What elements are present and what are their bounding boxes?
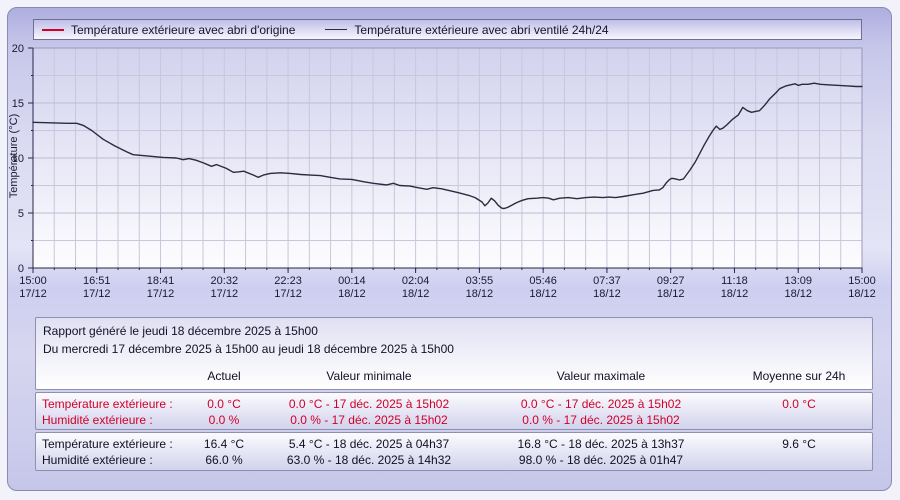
legend-label-abri-ventile: Température extérieure avec abri ventilé… xyxy=(354,22,609,37)
row-label: Humidité extérieure : xyxy=(42,453,153,467)
min-value: 0.0 % - 17 déc. 2025 à 15h02 xyxy=(290,413,448,427)
min-value: 5.4 °C - 18 déc. 2025 à 04h37 xyxy=(288,437,450,451)
red-line-sample-icon xyxy=(42,28,64,31)
avg-value: 9.6 °C xyxy=(782,437,816,451)
table-row: Humidité extérieure : 0.0 % 0.0 % - 17 d… xyxy=(36,412,872,428)
legend-label-abri-origine: Température extérieure avec abri d'origi… xyxy=(71,22,296,37)
col-header-valeur-minimale: Valeur minimale xyxy=(326,369,412,383)
legend-item-abri-origine: Température extérieure avec abri d'origi… xyxy=(42,23,295,37)
max-value: 0.0 % - 17 déc. 2025 à 15h02 xyxy=(522,413,680,427)
actuel-value: 16.4 °C xyxy=(203,437,245,451)
row-label: Température extérieure : xyxy=(42,397,173,411)
table-row: Température extérieure : 16.4 °C 5.4 °C … xyxy=(36,436,872,452)
row-label: Humidité extérieure : xyxy=(42,413,153,427)
legend-item-abri-ventile: Température extérieure avec abri ventilé… xyxy=(325,22,609,37)
col-header-valeur-maximale: Valeur maximale xyxy=(556,369,646,383)
col-header-moyenne: Moyenne sur 24h xyxy=(752,369,846,383)
report-generated-line: Rapport généré le jeudi 18 décembre 2025… xyxy=(43,324,318,338)
min-value: 0.0 °C - 17 déc. 2025 à 15h02 xyxy=(288,397,450,411)
chart-legend: Température extérieure avec abri d'origi… xyxy=(33,19,862,40)
avg-value xyxy=(726,412,872,428)
avg-value: 0.0 °C xyxy=(782,397,816,411)
ventilated-shelter-values-box: Température extérieure : 16.4 °C 5.4 °C … xyxy=(35,432,873,471)
report-header-box: Rapport généré le jeudi 18 décembre 2025… xyxy=(35,317,873,390)
row-label: Température extérieure : xyxy=(42,437,173,451)
max-value: 98.0 % - 18 déc. 2025 à 01h47 xyxy=(518,453,684,467)
max-value: 16.8 °C - 18 déc. 2025 à 13h37 xyxy=(517,437,685,451)
original-shelter-values-box: Température extérieure : 0.0 °C 0.0 °C -… xyxy=(35,392,873,430)
avg-value xyxy=(726,452,872,468)
actuel-value: 0.0 °C xyxy=(207,397,241,411)
table-row: Température extérieure : 0.0 °C 0.0 °C -… xyxy=(36,396,872,412)
report-period-line: Du mercredi 17 décembre 2025 à 15h00 au … xyxy=(43,342,454,356)
actuel-value: 0.0 % xyxy=(208,413,240,427)
black-line-sample-icon xyxy=(325,29,348,30)
y-axis-title: Température (°C) xyxy=(8,113,20,199)
col-header-actuel: Actuel xyxy=(207,369,241,383)
actuel-value: 66.0 % xyxy=(205,453,243,467)
min-value: 63.0 % - 18 déc. 2025 à 14h32 xyxy=(286,453,452,467)
max-value: 0.0 °C - 17 déc. 2025 à 15h02 xyxy=(520,397,682,411)
report-column-headers: Actuel Valeur minimale Valeur maximale M… xyxy=(36,369,872,383)
table-row: Humidité extérieure : 66.0 % 63.0 % - 18… xyxy=(36,452,872,468)
